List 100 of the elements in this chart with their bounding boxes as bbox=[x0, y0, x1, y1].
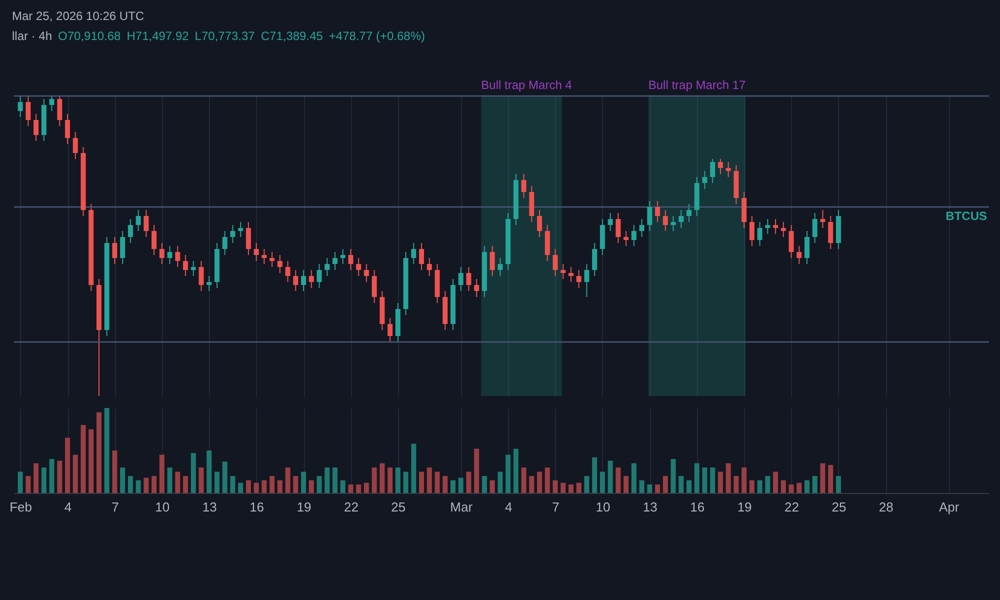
candlestick bbox=[65, 114, 70, 144]
bar bbox=[104, 408, 110, 493]
bar bbox=[380, 463, 385, 493]
bar bbox=[796, 482, 802, 493]
x-tick-label: 13 bbox=[202, 500, 217, 514]
bar bbox=[80, 425, 86, 493]
bar bbox=[49, 459, 54, 493]
bar bbox=[544, 468, 550, 493]
candlestick bbox=[426, 258, 432, 276]
candlestick bbox=[529, 186, 534, 222]
candlestick bbox=[820, 210, 826, 228]
bar bbox=[442, 476, 448, 493]
candlestick bbox=[662, 210, 668, 232]
bar bbox=[655, 484, 660, 493]
candlestick bbox=[773, 218, 778, 234]
bar bbox=[198, 468, 204, 493]
bar bbox=[513, 448, 518, 493]
candlestick bbox=[238, 222, 244, 238]
bar bbox=[230, 476, 236, 493]
bar bbox=[112, 450, 118, 493]
candlestick bbox=[749, 216, 754, 246]
candlestick bbox=[796, 246, 802, 264]
candlestick bbox=[262, 248, 267, 264]
bar bbox=[403, 472, 408, 493]
bar bbox=[120, 468, 126, 493]
candlestick bbox=[726, 162, 731, 178]
bar bbox=[552, 480, 558, 493]
candlestick bbox=[34, 114, 39, 142]
candlestick bbox=[466, 266, 472, 292]
candlestick bbox=[136, 210, 141, 232]
bar bbox=[301, 472, 306, 493]
candlestick bbox=[765, 218, 770, 234]
x-tick-label: 10 bbox=[155, 500, 170, 514]
candlestick bbox=[316, 264, 322, 288]
bar bbox=[458, 478, 464, 493]
bar bbox=[662, 476, 668, 493]
bar bbox=[419, 472, 424, 493]
bar bbox=[262, 480, 267, 493]
bar bbox=[734, 476, 739, 493]
candlestick bbox=[544, 224, 550, 262]
bar bbox=[670, 459, 676, 493]
x-tick-label: 28 bbox=[878, 500, 894, 514]
bar bbox=[72, 454, 78, 493]
bar bbox=[348, 484, 354, 493]
candlestick bbox=[254, 242, 259, 262]
candlestick bbox=[702, 170, 708, 190]
bar bbox=[206, 450, 212, 493]
bar bbox=[639, 480, 644, 493]
candlestick bbox=[72, 132, 78, 160]
candlestick bbox=[780, 222, 786, 238]
bar bbox=[340, 480, 346, 493]
x-tick-label: 4 bbox=[504, 500, 512, 514]
x-tick-label: Apr bbox=[938, 500, 960, 514]
candlestick bbox=[152, 224, 157, 256]
candlestick bbox=[324, 258, 330, 276]
candlestick bbox=[560, 264, 566, 280]
bar bbox=[568, 484, 574, 493]
x-tick-label: 7 bbox=[112, 500, 119, 514]
candlestick bbox=[710, 158, 716, 184]
bar bbox=[270, 476, 275, 493]
bar bbox=[757, 480, 762, 493]
bar bbox=[293, 476, 298, 493]
bar bbox=[238, 482, 244, 493]
chart-title: Mar 25, 2026 10:26 UTC bbox=[12, 8, 146, 25]
bar bbox=[482, 476, 487, 493]
bar bbox=[277, 480, 282, 493]
candlestick bbox=[521, 174, 526, 198]
x-tick-label: 19 bbox=[296, 500, 312, 514]
x-tick-label: 7 bbox=[552, 500, 560, 514]
bar bbox=[584, 476, 590, 493]
candlestick bbox=[308, 270, 314, 288]
candlestick bbox=[364, 264, 369, 282]
bar bbox=[521, 468, 526, 493]
candlestick bbox=[49, 96, 54, 112]
bar bbox=[222, 462, 228, 493]
bar bbox=[388, 468, 393, 493]
candlestick bbox=[718, 158, 723, 174]
candlestick bbox=[812, 212, 818, 244]
bar bbox=[26, 476, 31, 493]
candlestick bbox=[167, 246, 172, 264]
candlestick bbox=[655, 200, 660, 222]
bar bbox=[773, 472, 778, 493]
x-tick-label: 22 bbox=[344, 500, 358, 514]
candlestick bbox=[537, 210, 542, 238]
bar bbox=[529, 476, 534, 493]
candlestick bbox=[144, 210, 149, 238]
candlestick bbox=[270, 252, 275, 268]
bar bbox=[490, 480, 495, 493]
bar bbox=[812, 476, 818, 493]
candlestick bbox=[804, 230, 810, 264]
bar bbox=[159, 454, 164, 493]
bar bbox=[537, 472, 542, 493]
bar bbox=[144, 478, 149, 493]
bar bbox=[624, 476, 629, 493]
bar bbox=[434, 472, 440, 493]
candlestick bbox=[419, 242, 424, 270]
bar bbox=[647, 484, 652, 493]
candlestick bbox=[183, 254, 188, 276]
text: L70,773.37 bbox=[194, 29, 255, 43]
candlestick bbox=[159, 242, 164, 264]
